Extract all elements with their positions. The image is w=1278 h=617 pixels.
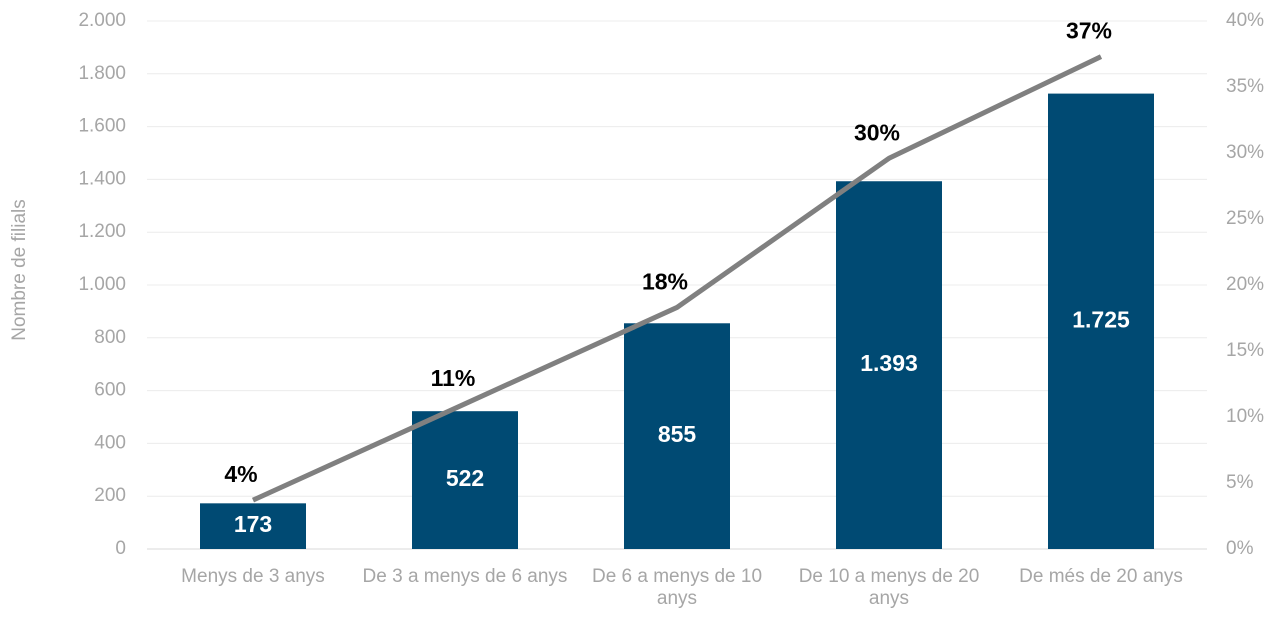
y2-tick-label: 10% [1226,406,1264,427]
y-tick-label: 1.600 [78,116,126,137]
x-tick-label: De 10 a menys de 20 anys [798,566,980,609]
bar-value-label: 1.725 [1072,306,1130,332]
y-tick-label: 2.000 [78,10,126,31]
y2-tick-label: 40% [1226,10,1264,31]
y-tick-label: 400 [94,432,126,453]
line-value-label: 11% [431,365,476,391]
x-tick-label: Menys de 3 anys [181,566,325,587]
y-tick-label: 0 [115,538,126,559]
x-tick-label: De més de 20 anys [1019,566,1183,587]
bar-value-label: 855 [658,421,697,447]
y2-tick-label: 30% [1226,142,1264,163]
line-value-label: 30% [854,119,900,145]
y2-tick-label: 35% [1226,76,1264,97]
x-tick-label: De 6 a menys de 10 anys [591,566,763,609]
y2-tick-label: 25% [1226,208,1264,229]
y-axis-label: Nombre de filials [9,199,30,341]
y2-tick-label: 20% [1226,274,1264,295]
bar [1048,93,1154,549]
bar [200,503,306,549]
bar [412,411,518,549]
y2-tick-label: 5% [1226,472,1254,493]
line [251,54,1103,503]
x-tick-label: De 3 a menys de 6 anys [362,566,568,587]
bar-value-label: 522 [446,465,484,491]
y-tick-label: 800 [94,327,126,348]
line-value-label: 18% [642,269,688,295]
bar [624,323,730,549]
bar [836,181,942,550]
line-value-label: 4% [224,461,257,487]
line-value-label: 37% [1066,18,1112,44]
y2-tick-label: 0% [1226,538,1254,559]
y-tick-label: 1.000 [78,274,126,295]
bar-value-label: 1.393 [860,350,918,376]
y2-tick-label: 15% [1226,340,1264,361]
y-tick-label: 1.800 [78,63,126,84]
y-tick-label: 1.200 [78,221,126,242]
y-tick-label: 600 [94,380,126,401]
bar-value-label: 173 [234,511,272,537]
y-tick-label: 200 [94,485,126,506]
y-tick-label: 1.400 [78,168,126,189]
